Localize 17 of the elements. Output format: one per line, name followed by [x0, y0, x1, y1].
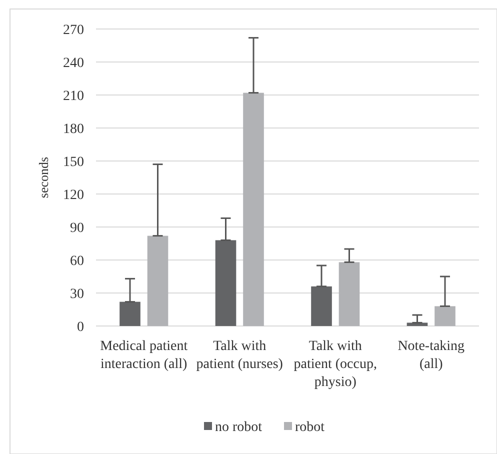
x-tick-label: Medical patient interaction (all) — [100, 339, 188, 372]
x-tick-label: Talk with patient (nurses) — [196, 339, 284, 372]
y-tick-label: 270 — [63, 22, 84, 38]
y-tick-label: 120 — [63, 188, 84, 203]
legend-label: robot — [295, 420, 325, 435]
x-tick-label: Talk with patient (occup, physio) — [294, 339, 377, 390]
y-axis-title: seconds — [36, 156, 51, 198]
y-tick-label: 60 — [70, 254, 84, 269]
legend-label: no robot — [215, 420, 262, 435]
y-tick-label: 90 — [70, 220, 84, 236]
y-tick-label: 150 — [63, 154, 84, 170]
y-tick-label: 30 — [70, 286, 84, 302]
y-tick-label: 180 — [63, 122, 84, 137]
y-tick-label: 210 — [63, 88, 84, 104]
x-tick-label: Note-taking (all) — [398, 339, 465, 372]
y-tick-label: 0 — [77, 320, 84, 335]
y-tick-label: 240 — [63, 56, 84, 71]
